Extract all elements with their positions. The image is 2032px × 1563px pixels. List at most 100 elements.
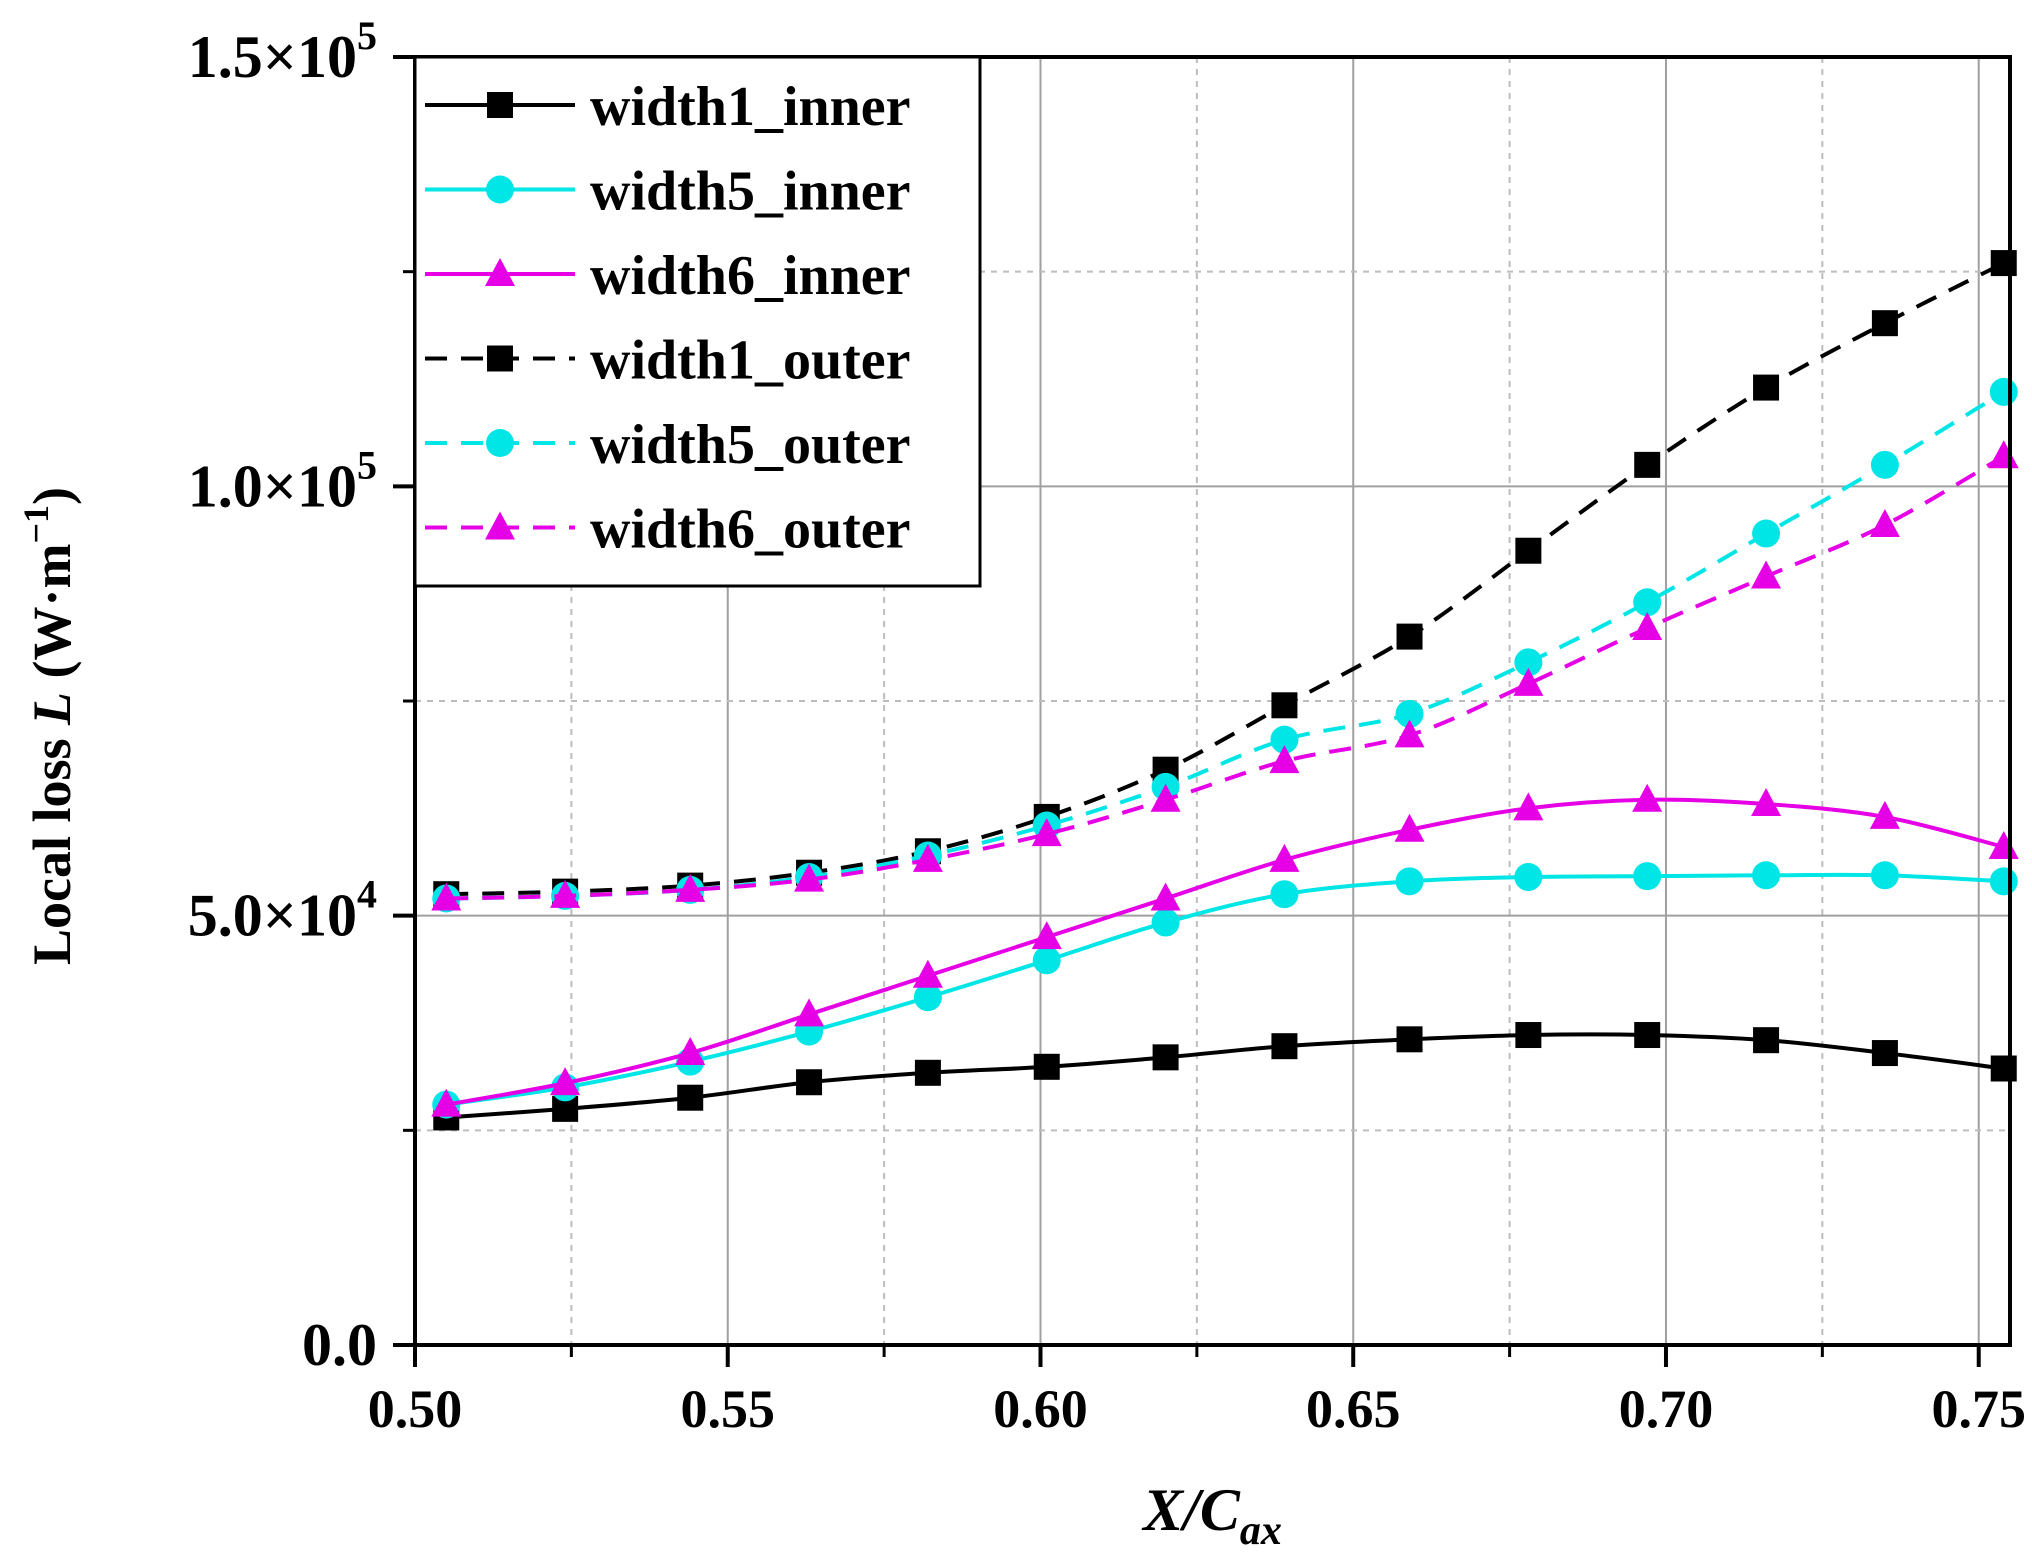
data-point-width1_outer <box>1753 374 1780 401</box>
data-point-width6_outer <box>1394 719 1425 748</box>
data-point-width6_inner <box>431 1088 462 1117</box>
data-point-width1_outer <box>1515 537 1542 564</box>
y-tick-label-base: 1.0×10 <box>188 453 357 519</box>
legend-box <box>413 55 982 588</box>
legend-marker <box>485 511 515 540</box>
legend-item-width1_outer: width1_outer <box>425 330 910 392</box>
data-point-width5_inner <box>1032 946 1061 975</box>
series-width6_inner <box>431 783 2019 1117</box>
data-point-width6_outer <box>1751 560 1782 589</box>
data-point-width5_outer <box>1989 377 2018 406</box>
data-point-width5_outer <box>1870 450 1899 479</box>
data-point-width5_inner <box>1989 867 2018 896</box>
data-point-width1_outer <box>1271 692 1298 719</box>
data-point-width6_outer <box>431 882 462 911</box>
data-point-width1_inner <box>1871 1040 1898 1067</box>
x-axis-title: X/Cax <box>1141 1477 1282 1554</box>
y-tick-label-exp: 5 <box>357 442 377 487</box>
data-point-width5_inner <box>1514 863 1543 892</box>
x-tick-label: 0.65 <box>1306 1379 1401 1439</box>
data-point-width6_inner <box>1869 800 1900 829</box>
legend-label: width1_outer <box>590 330 910 392</box>
data-point-width1_inner <box>796 1069 823 1096</box>
data-point-width5_inner <box>1752 861 1781 890</box>
data-point-width6_outer <box>912 843 943 872</box>
y-tick-label: 5.0×104 <box>188 872 377 949</box>
x-tick-label: 0.60 <box>993 1379 1088 1439</box>
y-tick-label: 1.0×105 <box>188 442 377 519</box>
x-axis-title-main: X/C <box>1141 1477 1241 1543</box>
x-tick-label: 0.70 <box>1619 1379 1714 1439</box>
data-point-width6_outer <box>794 863 825 892</box>
data-point-width6_outer <box>1869 508 1900 537</box>
data-point-width5_inner <box>1633 862 1662 891</box>
data-point-width6_inner <box>1394 813 1425 842</box>
data-point-width1_outer <box>1396 623 1423 650</box>
data-point-width6_inner <box>1751 788 1782 817</box>
legend-label: width5_inner <box>590 161 911 223</box>
legend-label: width5_outer <box>590 414 910 476</box>
data-point-width6_outer <box>1269 745 1300 774</box>
data-point-width1_inner <box>1271 1033 1298 1060</box>
data-point-width5_inner <box>1270 880 1299 909</box>
data-point-width1_inner <box>1515 1022 1542 1049</box>
data-point-width5_inner <box>1870 861 1899 890</box>
data-point-width5_outer <box>1270 725 1299 754</box>
legend-marker <box>486 429 514 457</box>
y-tick-label-base: 1.5×10 <box>188 24 357 90</box>
y-tick-label-base: 0.0 <box>302 1312 377 1378</box>
data-point-width1_inner <box>1396 1026 1423 1053</box>
y-tick-label-base: 5.0×10 <box>188 883 357 949</box>
legend-marker <box>486 175 514 204</box>
series-layer <box>431 250 2019 1131</box>
y-axis-title-unit-close: ) <box>22 487 82 505</box>
data-point-width5_inner <box>1151 908 1180 937</box>
y-axis-title-space <box>22 725 82 739</box>
data-point-width1_inner <box>914 1059 941 1086</box>
legend-label: width6_outer <box>590 499 910 561</box>
y-axis-title: Local loss L (W·m−1) <box>16 487 82 965</box>
legend-item-width1_inner: width1_inner <box>425 76 911 138</box>
data-point-width6_inner <box>1150 882 1181 911</box>
data-point-width5_inner <box>913 983 942 1012</box>
data-point-width6_outer <box>1031 818 1062 847</box>
series-width1_inner <box>433 1022 2017 1131</box>
series-line-width1_outer <box>446 261 2005 897</box>
data-point-width6_outer <box>1150 783 1181 812</box>
data-point-width5_inner <box>1395 867 1424 896</box>
legend-marker <box>487 92 513 118</box>
y-axis-title-main: Local loss <box>22 738 82 965</box>
y-tick-label-exp: 4 <box>357 872 377 917</box>
x-tick-label: 0.75 <box>1931 1379 2026 1439</box>
data-point-width1_inner <box>1990 1055 2017 1082</box>
data-point-width1_inner <box>1753 1027 1780 1054</box>
data-point-width1_inner <box>677 1084 704 1111</box>
y-tick-label: 1.5×105 <box>188 13 377 90</box>
legend-item-width5_outer: width5_outer <box>425 414 910 476</box>
series-line-width6_inner <box>445 797 2005 1107</box>
data-point-width1_inner <box>1033 1053 1060 1080</box>
axes: 0.50 0.55 0.60 0.65 0.70 0.75 0.0 5.0×104 1.0×10… <box>188 13 2026 1439</box>
data-point-width1_inner <box>1152 1044 1179 1071</box>
data-point-width6_outer <box>550 879 581 908</box>
data-point-width1_outer <box>1634 451 1661 478</box>
data-point-width6_inner <box>675 1037 706 1066</box>
legend-label: width1_inner <box>590 76 911 138</box>
series-line-width6_outer <box>446 454 2005 901</box>
data-point-width6_inner <box>550 1067 581 1096</box>
legend-item-width6_outer: width6_outer <box>425 499 910 561</box>
data-point-width5_outer <box>1752 519 1781 548</box>
y-axis-title-unit-exp: −1 <box>16 505 56 544</box>
y-axis-title-unit: (W·m <box>22 543 82 678</box>
data-point-width6_inner <box>1031 921 1062 950</box>
data-point-width5_outer <box>1633 588 1662 617</box>
data-point-width1_outer <box>1871 310 1898 337</box>
legend-label: width6_inner <box>590 245 911 307</box>
y-tick-label: 0.0 <box>302 1312 377 1378</box>
data-point-width1_outer <box>1990 250 2017 277</box>
x-tick-label: 0.55 <box>680 1379 775 1439</box>
x-tick-label: 0.50 <box>368 1379 463 1439</box>
data-point-width6_outer <box>675 873 706 902</box>
data-point-width5_outer <box>1395 699 1424 728</box>
